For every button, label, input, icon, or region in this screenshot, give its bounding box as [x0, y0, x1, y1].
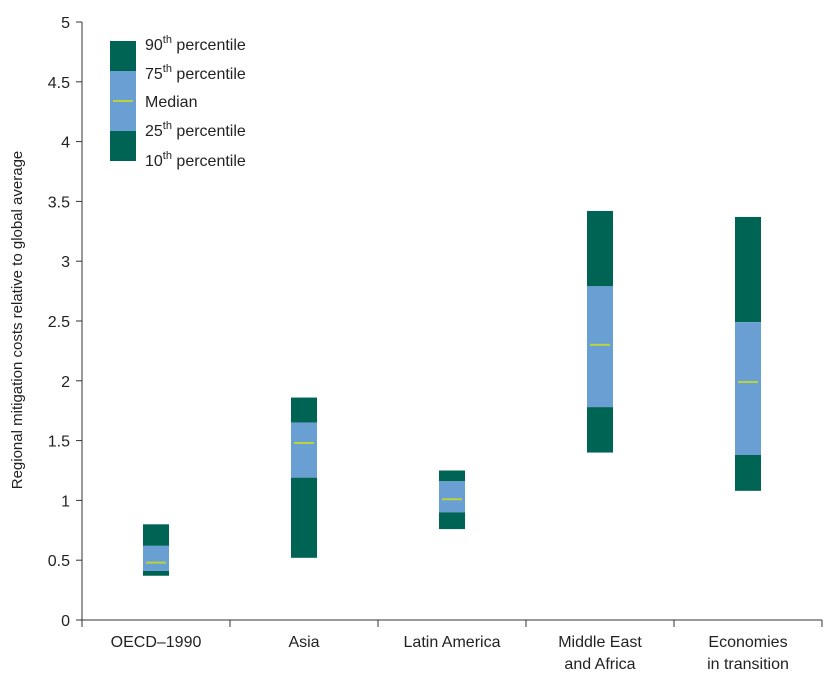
p75-p90-segment	[439, 470, 465, 482]
legend-entry: 25th percentile	[145, 120, 246, 140]
legend-entry: 10th percentile	[145, 150, 246, 170]
category-label: and Africa	[564, 656, 635, 673]
p25-p75-segment	[291, 422, 317, 478]
legend-entry: 75th percentile	[145, 63, 246, 83]
y-tick-label: 0.5	[48, 553, 70, 570]
p10-p25-segment	[291, 477, 317, 558]
p25-p75-segment	[587, 286, 613, 408]
y-tick-label: 0	[61, 613, 70, 630]
category-label: in transition	[707, 656, 789, 673]
category-bar-2	[439, 470, 465, 530]
y-tick-label: 5	[61, 15, 70, 32]
p75-p90-segment	[735, 216, 761, 323]
legend-entry: 90th percentile	[145, 34, 246, 54]
category-label: Economies	[708, 634, 787, 651]
category-label: Latin America	[404, 634, 501, 651]
legend-swatch-p10	[110, 131, 136, 161]
y-tick-label: 4	[61, 135, 70, 152]
p25-p75-segment	[439, 481, 465, 513]
p75-p90-segment	[587, 210, 613, 287]
category-label: Asia	[288, 634, 319, 651]
legend-swatch-p90	[110, 41, 136, 71]
legend-entry: Median	[145, 94, 197, 111]
y-axis-label: Regional mitigation costs relative to gl…	[9, 151, 26, 490]
y-tick-label: 2.5	[48, 314, 70, 331]
x-axis: OECD–1990 Asia Latin America Middle East and…	[81, 619, 823, 673]
p10-p25-segment	[143, 570, 169, 576]
y-tick-label: 1.5	[48, 434, 70, 451]
p25-p75-segment	[143, 545, 169, 571]
p25-p75-segment	[735, 322, 761, 455]
p10-p25-segment	[439, 512, 465, 530]
p10-p25-segment	[735, 454, 761, 491]
y-tick-label: 1	[61, 493, 70, 510]
y-tick-label: 4.5	[48, 75, 70, 92]
category-bar-1	[291, 397, 317, 558]
category-label: OECD–1990	[111, 634, 202, 651]
p75-p90-segment	[291, 397, 317, 423]
category-bar-3	[587, 210, 613, 453]
percentile-bars	[143, 210, 761, 576]
y-axis: 0 0.5 1 1.5 2 2.5 3 3.5 4 4.5 5	[48, 15, 83, 630]
y-tick-label: 3.5	[48, 194, 70, 211]
category-bar-0	[143, 524, 169, 576]
p75-p90-segment	[143, 524, 169, 546]
legend: 90th percentile 75th percentile Median 25th…	[110, 34, 246, 170]
category-bar-4	[735, 216, 761, 491]
category-label: Middle East	[558, 634, 642, 651]
p10-p25-segment	[587, 407, 613, 453]
y-tick-label: 3	[61, 254, 70, 271]
y-tick-label: 2	[61, 374, 70, 391]
